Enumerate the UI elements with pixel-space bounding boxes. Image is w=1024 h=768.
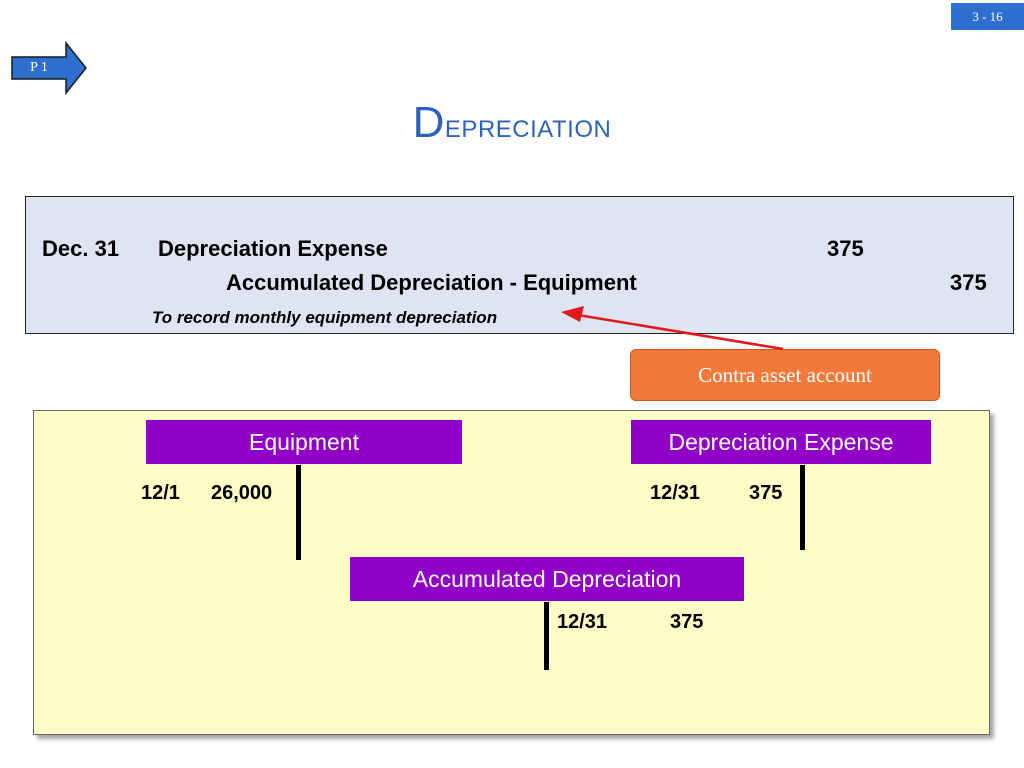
equipment-t-divider	[296, 465, 301, 560]
accumulated-depreciation-t-divider	[544, 602, 549, 670]
accumulated-depreciation-account-header: Accumulated Depreciation	[350, 557, 744, 601]
title-rest: epreciation	[444, 107, 612, 145]
contra-asset-callout: Contra asset account	[630, 349, 940, 401]
journal-memo: To record monthly equipment depreciation	[152, 308, 498, 327]
journal-entry-box: Dec. 31 Depreciation Expense 375 Accumul…	[25, 196, 1014, 334]
title-initial: D	[412, 98, 445, 147]
slide-number: 3 - 16	[951, 3, 1024, 30]
depreciation-expense-t-divider	[800, 465, 805, 550]
accumulated-depreciation-entry-amount: 375	[670, 611, 704, 633]
page-title: Depreciation	[0, 98, 1024, 148]
journal-date: Dec. 31	[42, 236, 120, 261]
equipment-entry-amount: 26,000	[211, 482, 273, 504]
debit-amount: 375	[827, 236, 864, 261]
accumulated-depreciation-entry-date: 12/31	[557, 611, 608, 633]
equipment-entry-date: 12/1	[141, 482, 180, 504]
credit-amount: 375	[950, 270, 987, 295]
depreciation-expense-account-header: Depreciation Expense	[631, 420, 931, 464]
debit-account: Depreciation Expense	[158, 236, 388, 261]
credit-account: Accumulated Depreciation - Equipment	[226, 270, 637, 295]
objective-arrow-icon	[11, 41, 87, 95]
depreciation-expense-entry-amount: 375	[749, 482, 783, 504]
depreciation-expense-entry-date: 12/31	[650, 482, 701, 504]
t-accounts-panel: Equipment 12/1 26,000 Depreciation Expen…	[33, 410, 990, 735]
objective-tag: P 1	[30, 60, 48, 75]
equipment-account-header: Equipment	[146, 420, 462, 464]
